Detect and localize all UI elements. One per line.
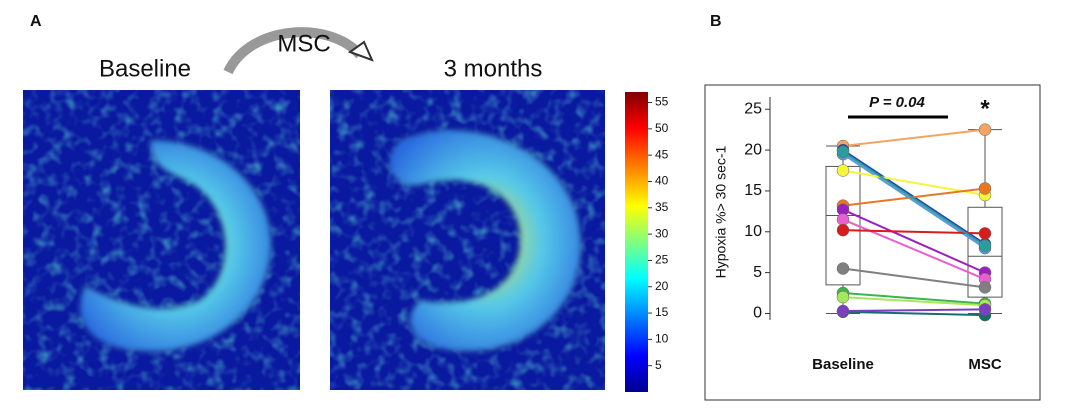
colorbar-tick-label: 55 xyxy=(655,95,669,109)
panel-label: B xyxy=(710,13,722,30)
colorbar-tick-label: 50 xyxy=(655,121,669,135)
panel-a: A MSC Baseline 3 months 5 10 15 20 25 30 35 40 4… xyxy=(23,13,669,392)
colorbar-tick-label: 5 xyxy=(655,358,662,372)
subject-point xyxy=(978,182,992,195)
subject-line xyxy=(842,292,986,305)
subject-line xyxy=(842,218,986,281)
subject-point xyxy=(836,164,850,177)
subject-line xyxy=(842,153,986,249)
y-tick-label: 0 xyxy=(753,305,762,322)
subject-line xyxy=(842,296,986,307)
subject-point xyxy=(978,239,992,252)
subject-line xyxy=(842,310,986,317)
colorbar-tick-label: 35 xyxy=(655,200,669,214)
subject-point xyxy=(836,304,850,318)
frame xyxy=(704,84,1041,401)
colorbar-tick-label: 15 xyxy=(655,305,669,319)
y-tick-label: 25 xyxy=(744,100,762,117)
colorbar-tick-label: 25 xyxy=(655,253,669,267)
subject-line xyxy=(842,308,986,313)
subject-line xyxy=(842,150,986,247)
mri-baseline xyxy=(23,90,300,390)
panel-b: B Hypoxia %> 30 sec-1 P = 0.04 * 0 5 10 15 2… xyxy=(704,13,1041,401)
y-tick-label: 20 xyxy=(744,141,762,158)
arrow xyxy=(223,27,364,75)
y-tick-label: 15 xyxy=(744,182,762,199)
subject-line xyxy=(842,208,986,274)
x-tick-label: Baseline xyxy=(812,356,874,373)
arrow-head xyxy=(347,40,374,62)
subject-point xyxy=(836,223,850,237)
x-tick-label: MSC xyxy=(968,356,1002,373)
y-tick-label: 5 xyxy=(753,264,762,281)
mri-3-months xyxy=(330,90,605,390)
colorbar-tick-label: 20 xyxy=(655,279,669,293)
colorbar-tick-label: 10 xyxy=(655,332,669,346)
subject-point xyxy=(836,262,850,275)
significance-mark: * xyxy=(980,95,990,122)
subject-point xyxy=(978,303,992,316)
colorbar-tick-label: 40 xyxy=(655,174,669,188)
subject-line xyxy=(842,187,986,207)
subject-point xyxy=(978,123,992,136)
subject-point xyxy=(836,213,850,226)
image-title: 3 months xyxy=(444,55,543,82)
annotation: P = 0.04 xyxy=(869,94,925,111)
image-title: Baseline xyxy=(99,55,191,82)
y-axis-label: Hypoxia %> 30 sec-1 xyxy=(713,145,729,278)
subject-line xyxy=(842,128,986,148)
box xyxy=(967,206,1003,298)
subject-point xyxy=(836,290,850,304)
subject-line xyxy=(842,267,986,289)
colorbar xyxy=(625,92,648,392)
subject-point xyxy=(836,145,850,158)
subject-point xyxy=(978,281,992,294)
subject-line xyxy=(842,229,986,235)
panel-label: A xyxy=(30,13,42,30)
y-tick-label: 10 xyxy=(744,223,762,240)
subject-point xyxy=(978,227,992,240)
arrow-label: MSC xyxy=(277,30,330,57)
colorbar-tick-label: 45 xyxy=(655,147,669,161)
colorbar-tick-label: 30 xyxy=(655,226,669,240)
